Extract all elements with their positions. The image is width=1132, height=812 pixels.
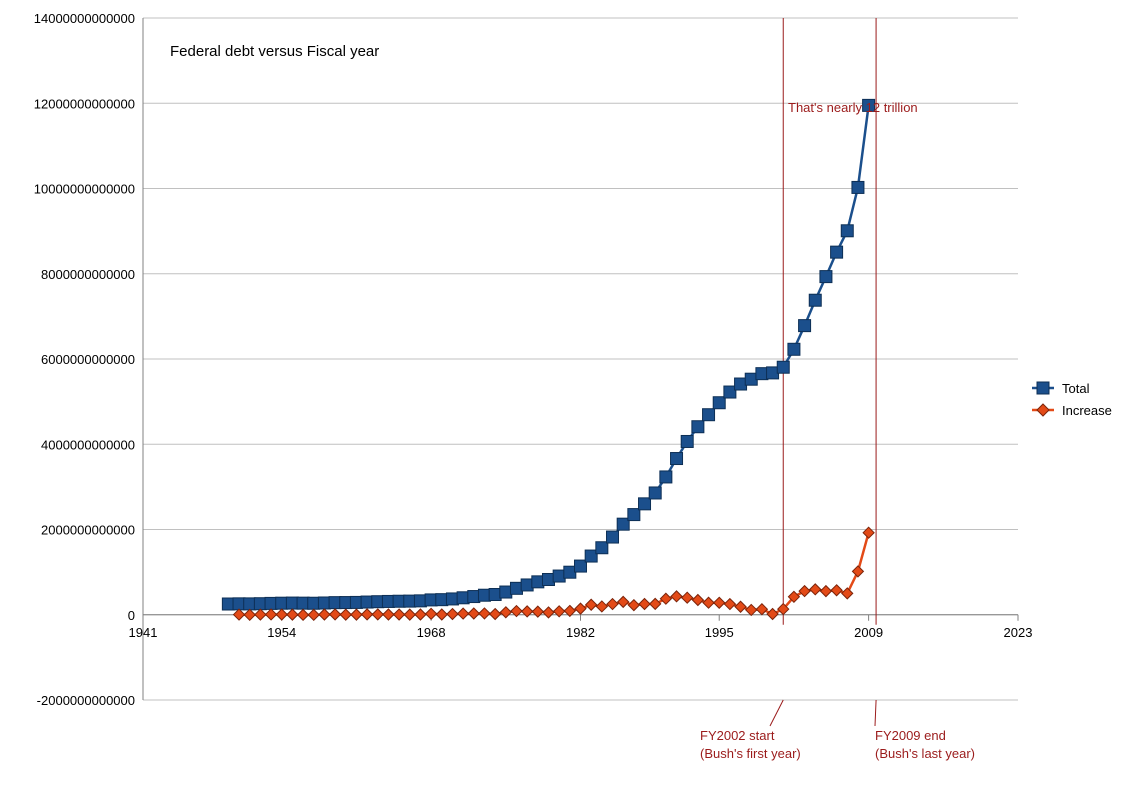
x-tick-label: 1968 — [417, 625, 446, 640]
annotation-text: (Bush's first year) — [700, 746, 801, 761]
x-tick-label: 1954 — [267, 625, 296, 640]
legend-label: Increase — [1062, 403, 1112, 418]
marker-total — [852, 181, 864, 193]
marker-total — [703, 409, 715, 421]
annotation-text: (Bush's last year) — [875, 746, 975, 761]
marker-total — [639, 498, 651, 510]
x-tick-label: 1995 — [705, 625, 734, 640]
y-tick-label: 0 — [128, 608, 135, 623]
chart-title: Federal debt versus Fiscal year — [170, 43, 379, 60]
annotation-text: FY2002 start — [700, 728, 775, 743]
marker-total — [671, 453, 683, 465]
legend-marker — [1037, 382, 1049, 394]
marker-total — [692, 421, 704, 433]
marker-total — [660, 471, 672, 483]
legend-label: Total — [1062, 381, 1090, 396]
chart-svg: -2000000000000 0 2000000000000 400000000000… — [0, 0, 1132, 812]
marker-total — [777, 361, 789, 373]
marker-total — [607, 531, 619, 543]
marker-total — [681, 435, 693, 447]
y-tick-label: 4000000000000 — [41, 437, 135, 452]
y-tick-label: -2000000000000 — [37, 693, 135, 708]
y-tick-label: 10000000000000 — [34, 182, 135, 197]
y-tick-label: 12000000000000 — [34, 96, 135, 111]
plot-bg — [0, 0, 1132, 812]
y-tick-label: 8000000000000 — [41, 267, 135, 282]
y-tick-label: 14000000000000 — [34, 11, 135, 26]
x-tick-label: 1982 — [566, 625, 595, 640]
marker-total — [628, 509, 640, 521]
marker-total — [820, 271, 832, 283]
marker-total — [841, 225, 853, 237]
chart-container: -2000000000000 0 2000000000000 400000000000… — [0, 0, 1132, 812]
marker-total — [831, 246, 843, 258]
annotation-text: That's nearly 12 trillion — [788, 100, 918, 115]
annotation-text: FY2009 end — [875, 728, 946, 743]
marker-total — [649, 487, 661, 499]
marker-total — [809, 294, 821, 306]
x-tick-label: 2009 — [854, 625, 883, 640]
x-tick-label: 2023 — [1004, 625, 1033, 640]
marker-total — [788, 343, 800, 355]
marker-total — [799, 320, 811, 332]
y-tick-label: 6000000000000 — [41, 352, 135, 367]
y-tick-label: 2000000000000 — [41, 523, 135, 538]
